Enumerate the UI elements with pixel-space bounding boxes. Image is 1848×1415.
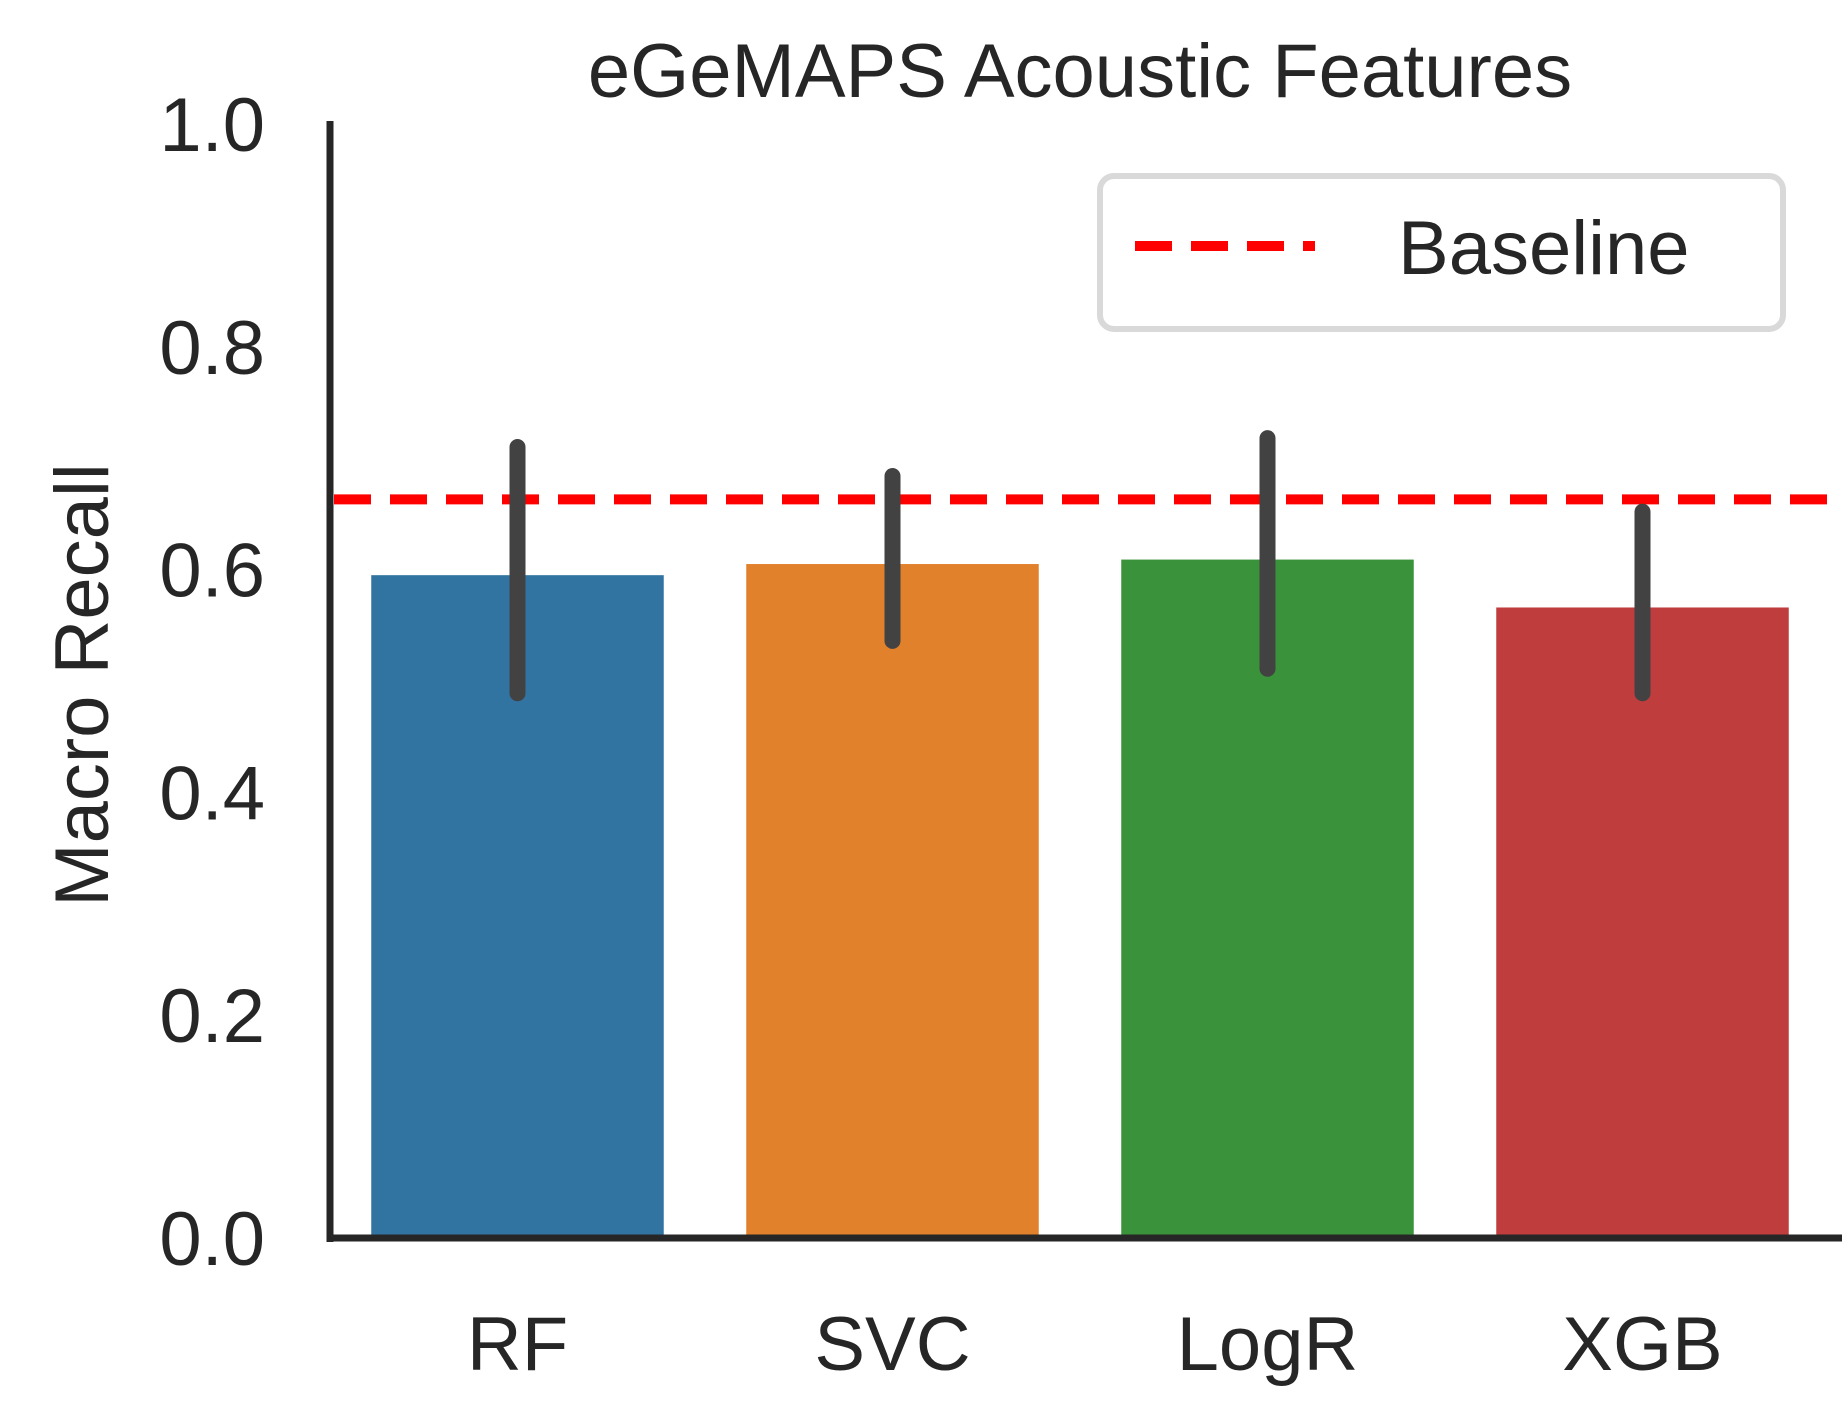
x-tick-labels: RF SVC LogR XGB (467, 1302, 1723, 1387)
y-axis-label: Macro Recall (40, 463, 125, 906)
legend: Baseline (1097, 173, 1786, 332)
y-tick-labels: 0.0 0.2 0.4 0.6 0.8 1.0 (159, 83, 265, 1282)
y-tick-label: 0.6 (159, 529, 265, 614)
bar-xgb (1496, 607, 1789, 1238)
x-tick-label: SVC (814, 1302, 970, 1387)
x-tick-label: RF (467, 1302, 568, 1387)
y-tick-label: 0.4 (159, 751, 265, 836)
legend-box (1097, 173, 1786, 332)
y-tick-label: 0.8 (159, 306, 265, 391)
legend-baseline-label: Baseline (1398, 206, 1690, 291)
y-tick-label: 1.0 (159, 83, 265, 168)
y-tick-label: 0.2 (159, 974, 265, 1059)
y-tick-label: 0.0 (159, 1197, 265, 1282)
error-bars (509, 430, 1651, 702)
bars (371, 559, 1789, 1238)
chart-title: eGeMAPS Acoustic Features (588, 29, 1572, 114)
axes (326, 121, 1842, 1242)
bar-svc (746, 564, 1039, 1238)
x-tick-label: LogR (1177, 1302, 1359, 1387)
x-tick-label: XGB (1562, 1302, 1723, 1387)
